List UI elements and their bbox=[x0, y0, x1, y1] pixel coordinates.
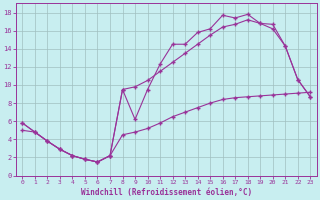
X-axis label: Windchill (Refroidissement éolien,°C): Windchill (Refroidissement éolien,°C) bbox=[81, 188, 252, 197]
